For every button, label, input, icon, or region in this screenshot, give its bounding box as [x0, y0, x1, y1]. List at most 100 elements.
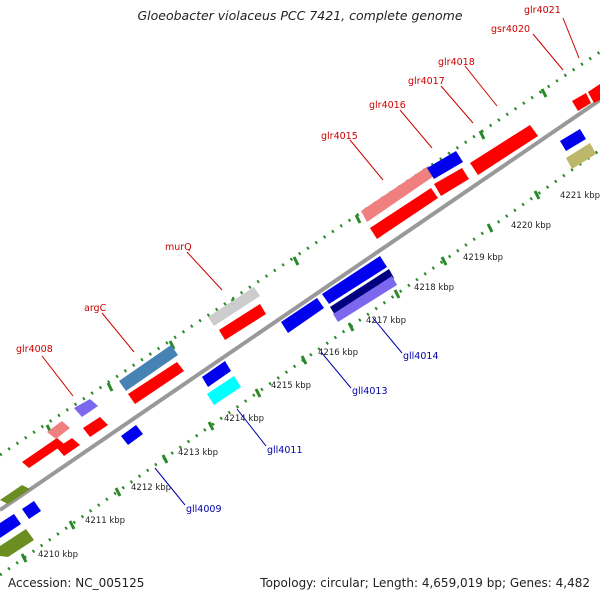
gene-arrow	[572, 93, 591, 111]
gene-arrow	[560, 129, 586, 151]
gene-arrow	[0, 485, 30, 504]
gene-label-gll4009[interactable]: gll4009	[186, 504, 222, 515]
gene-label-glr4016[interactable]: glr4016	[369, 100, 406, 111]
length-value: 4,659,019 bp;	[421, 576, 507, 590]
topology-value: circular;	[320, 576, 369, 590]
gene-arrow	[333, 276, 397, 322]
leader-line	[399, 109, 433, 149]
scale-label: 4220 kbp	[511, 221, 551, 231]
gene-label-glr4017[interactable]: glr4017	[408, 76, 445, 87]
scale-label: 4221 kbp	[560, 191, 600, 201]
lower-major-tick	[347, 322, 355, 332]
gene-label-glr4021[interactable]: glr4021	[524, 5, 561, 16]
gene-arrow	[427, 151, 463, 179]
leader-line	[101, 312, 135, 353]
gene-label-murQ[interactable]: murQ	[165, 242, 192, 253]
upper-major-tick	[106, 382, 114, 392]
gene-label-gsr4020[interactable]: gsr4020	[491, 24, 530, 35]
gene-arrow	[281, 298, 324, 333]
genome-stats: Topology: circular; Length: 4,659,019 bp…	[260, 576, 590, 590]
map-title: Gloeobacter violaceus PCC 7421, complete…	[137, 8, 463, 23]
leader-line	[320, 351, 352, 389]
gene-label-gll4014[interactable]: gll4014	[403, 351, 439, 362]
upper-major-tick	[168, 340, 176, 350]
scale-label: 4214 kbp	[224, 414, 264, 424]
accession-info: Accession: NC_005125	[8, 576, 144, 590]
lower-major-tick	[68, 520, 76, 530]
lower-major-tick	[254, 388, 262, 398]
genes-value: 4,482	[555, 576, 590, 590]
lower-major-tick	[533, 190, 541, 200]
leader-line	[464, 65, 498, 107]
leader-line	[186, 251, 223, 291]
gene-arrow	[0, 514, 21, 538]
gene-arrow	[370, 188, 438, 239]
lower-major-tick	[20, 553, 28, 563]
upper-major-tick	[354, 214, 362, 224]
leader-line	[154, 467, 186, 506]
gene-arrow	[470, 125, 538, 175]
gene-label-gll4013[interactable]: gll4013	[352, 386, 388, 397]
gene-label-glr4018[interactable]: glr4018	[438, 57, 475, 68]
lower-major-tick	[207, 421, 215, 431]
accession-label: Accession:	[8, 576, 72, 590]
gene-arrow	[22, 438, 64, 468]
gene-label-gll4011[interactable]: gll4011	[267, 445, 303, 456]
lower-tick-track	[0, 148, 600, 577]
genome-backbone	[0, 98, 600, 512]
upper-major-tick	[478, 130, 486, 140]
leader-line	[372, 317, 403, 354]
gene-arrow	[219, 304, 266, 340]
upper-major-tick	[292, 256, 300, 266]
gene-arrow	[202, 361, 231, 387]
gene-arrow	[322, 256, 387, 304]
topology-label: Topology:	[260, 576, 317, 590]
lower-major-tick	[114, 487, 122, 497]
gene-arrow	[207, 376, 241, 405]
length-label: Length:	[372, 576, 419, 590]
scale-label: 4211 kbp	[85, 516, 125, 526]
gene-arrow	[0, 529, 34, 557]
leader-line	[440, 85, 474, 124]
leader-line	[562, 17, 580, 59]
gene-arrow	[566, 143, 596, 169]
scale-label: 4218 kbp	[414, 283, 454, 293]
scale-label: 4216 kbp	[318, 348, 358, 358]
lower-major-tick	[161, 454, 169, 464]
genes-label: Genes:	[509, 576, 552, 590]
leader-line	[41, 355, 74, 397]
lower-major-tick	[486, 223, 494, 233]
scale-label: 4217 kbp	[366, 316, 406, 326]
lower-major-tick	[300, 355, 308, 365]
gene-arrow	[361, 166, 434, 222]
scale-label: 4212 kbp	[131, 483, 171, 493]
gene-arrow	[57, 438, 80, 456]
gene-arrow	[128, 362, 184, 404]
lower-major-ticks	[20, 190, 541, 563]
lower-major-tick	[440, 256, 448, 266]
accession-value: NC_005125	[75, 576, 145, 590]
gene-arrow	[119, 345, 178, 391]
leader-line	[532, 33, 564, 71]
gene-arrow	[22, 501, 41, 519]
gene-label-glr4008[interactable]: glr4008	[16, 344, 53, 355]
gene-arrow	[74, 399, 98, 417]
gene-label-argC[interactable]: argC	[84, 303, 107, 314]
gene-arrow	[83, 417, 108, 437]
gene-arrow	[208, 287, 260, 326]
forward-genes	[0, 84, 600, 557]
scale-label: 4210 kbp	[38, 550, 78, 560]
gene-arrow	[434, 168, 469, 196]
gene-arrow	[588, 84, 600, 103]
reverse-genes	[0, 129, 596, 538]
gene-label-glr4015[interactable]: glr4015	[321, 131, 358, 142]
leader-line	[236, 408, 267, 447]
gene-arrow	[47, 421, 70, 439]
scale-label: 4219 kbp	[463, 253, 503, 263]
gene-arrow	[330, 269, 394, 315]
leader-line	[349, 139, 384, 181]
lower-major-tick	[393, 289, 401, 299]
upper-major-tick	[540, 88, 548, 98]
